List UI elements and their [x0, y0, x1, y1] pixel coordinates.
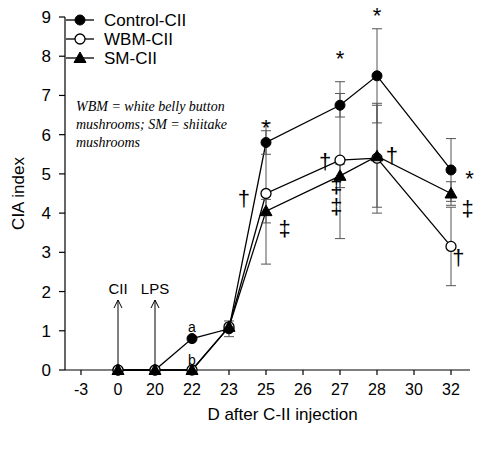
y-tick	[59, 330, 65, 331]
error-bar	[372, 103, 382, 213]
marker	[150, 365, 160, 375]
y-tick-label: 8	[42, 47, 51, 66]
event-label: LPS	[141, 280, 169, 297]
y-tick	[59, 134, 65, 135]
x-tick-label: 32	[442, 381, 460, 398]
marker	[187, 334, 197, 344]
marker	[335, 155, 345, 165]
x-tick-label: 23	[220, 381, 238, 398]
annotation: b	[188, 352, 196, 368]
annotation: ‡	[330, 194, 342, 219]
note: mushrooms	[76, 135, 141, 150]
x-tick	[413, 370, 414, 375]
legend-label: Control-CII	[104, 11, 186, 30]
annotation: *	[465, 166, 474, 191]
error-bar	[261, 199, 271, 223]
marker	[446, 165, 456, 175]
x-tick	[302, 370, 303, 375]
y-tick-label: 2	[42, 283, 51, 302]
annotation: †	[319, 149, 331, 174]
marker	[113, 365, 123, 375]
annotation: *	[336, 46, 345, 71]
y-tick	[59, 213, 65, 214]
error-bar	[446, 182, 456, 206]
legend-label: WBM-CII	[104, 30, 173, 49]
marker	[260, 205, 272, 216]
marker	[75, 34, 85, 44]
annotation: *	[262, 115, 271, 140]
y-tick-label: 9	[42, 8, 51, 27]
marker	[445, 188, 457, 199]
marker	[75, 15, 85, 25]
x-tick-label: 30	[405, 381, 423, 398]
annotation: ‡	[278, 216, 290, 241]
x-tick-label: 27	[331, 381, 349, 398]
annotation: †	[386, 143, 398, 168]
marker	[371, 150, 383, 161]
annotation: †	[452, 245, 464, 270]
x-tick-label: 20	[146, 381, 164, 398]
x-tick-label: -3	[74, 381, 88, 398]
annotation: †	[238, 186, 250, 211]
y-tick-label: 0	[42, 361, 51, 380]
marker	[113, 365, 123, 375]
y-tick-label: 4	[42, 204, 51, 223]
annotation: a	[188, 319, 196, 335]
y-tick	[59, 56, 65, 57]
x-tick-label: 26	[294, 381, 312, 398]
x-tick	[265, 370, 266, 375]
x-tick-label: 25	[257, 381, 275, 398]
error-bar	[372, 105, 382, 207]
marker	[150, 365, 160, 375]
marker	[372, 71, 382, 81]
x-tick-label: 22	[183, 381, 201, 398]
y-tick	[59, 252, 65, 253]
y-tick-label: 6	[42, 126, 51, 145]
event-arrow	[114, 300, 122, 364]
y-tick	[59, 16, 65, 17]
legend-label: SM-CII	[104, 49, 157, 68]
x-axis-label: D after C-II injection	[207, 405, 357, 424]
x-tick	[339, 370, 340, 375]
note: mushrooms; SM = shiitake	[76, 117, 227, 132]
series-line	[118, 158, 451, 370]
series-line	[118, 156, 451, 370]
marker	[224, 322, 234, 332]
x-tick	[376, 370, 377, 375]
x-tick	[228, 370, 229, 375]
marker	[335, 100, 345, 110]
event-arrow	[151, 300, 159, 364]
chart: 0123456789-30202223252627283032D after C…	[0, 0, 490, 456]
note: WBM = white belly button	[76, 99, 225, 114]
y-tick	[59, 95, 65, 96]
y-tick	[59, 369, 65, 370]
y-tick	[59, 291, 65, 292]
y-tick-label: 1	[42, 322, 51, 341]
marker	[149, 364, 161, 375]
plot-area	[112, 29, 457, 375]
x-tick-label: 28	[368, 381, 386, 398]
marker	[261, 189, 271, 199]
error-bar	[261, 123, 271, 264]
marker	[223, 321, 235, 332]
x-tick	[80, 370, 81, 375]
y-tick-label: 3	[42, 243, 51, 262]
marker	[74, 52, 86, 63]
y-axis	[64, 17, 65, 370]
event-label: CII	[108, 280, 127, 297]
annotation: ‡	[462, 196, 474, 221]
x-tick-label: 0	[114, 381, 123, 398]
marker	[112, 364, 124, 375]
x-tick	[450, 370, 451, 375]
y-tick-label: 5	[42, 165, 51, 184]
error-bar	[224, 321, 234, 337]
y-axis-label: CIA index	[9, 157, 28, 230]
annotation: *	[373, 3, 382, 28]
y-tick	[59, 173, 65, 174]
y-tick-label: 7	[42, 86, 51, 105]
